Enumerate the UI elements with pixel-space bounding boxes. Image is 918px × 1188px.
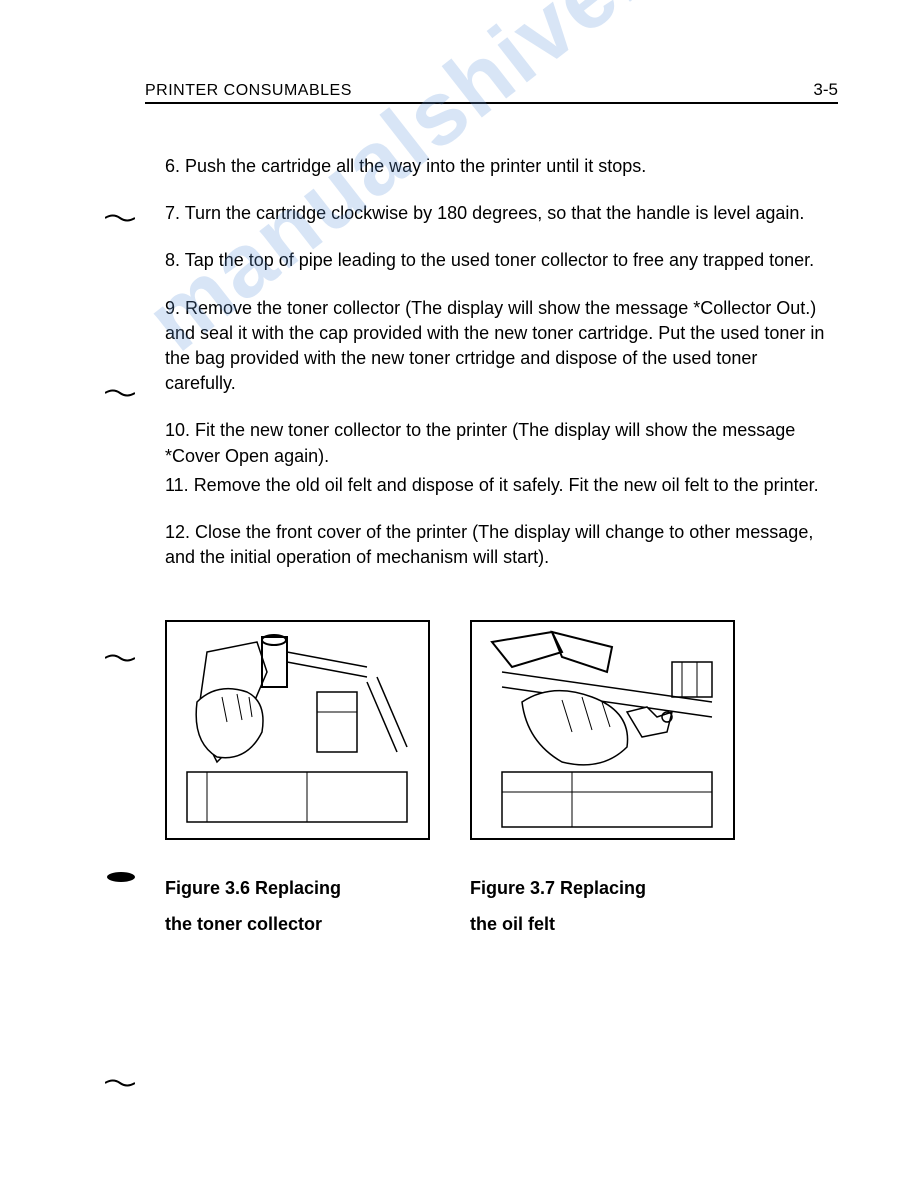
binding-mark-icon [105,385,135,395]
figure-3-7-subtitle: the oil felt [470,906,735,942]
step-12: 12. Close the front cover of the printer… [165,520,828,570]
step-11: 11. Remove the old oil felt and dispose … [165,473,828,498]
figure-3-6: Figure 3.6 Replacing the toner collector [165,620,430,942]
figure-3-7: Figure 3.7 Replacing the oil felt [470,620,735,942]
figures-container: Figure 3.6 Replacing the toner collector [165,620,838,942]
header-page-number: 3-5 [813,80,838,100]
binding-mark-icon [105,870,137,884]
page-header: PRINTER CONSUMABLES 3-5 [145,80,838,104]
step-10: 10. Fit the new toner collector to the p… [165,418,828,468]
figure-3-7-title: Figure 3.7 Replacing [470,870,735,906]
figure-3-6-title: Figure 3.6 Replacing [165,870,430,906]
content-body: 6. Push the cartridge all the way into t… [165,154,828,570]
binding-mark-icon [105,210,135,220]
header-title: PRINTER CONSUMABLES [145,82,352,100]
binding-mark-icon [105,1075,135,1085]
figure-3-7-image [470,620,735,840]
step-7: 7. Turn the cartridge clockwise by 180 d… [165,201,828,226]
figure-3-6-subtitle: the toner collector [165,906,430,942]
step-6: 6. Push the cartridge all the way into t… [165,154,828,179]
step-9: 9. Remove the toner collector (The displ… [165,296,828,397]
step-8: 8. Tap the top of pipe leading to the us… [165,248,828,273]
binding-mark-icon [105,650,135,660]
figure-3-6-image [165,620,430,840]
